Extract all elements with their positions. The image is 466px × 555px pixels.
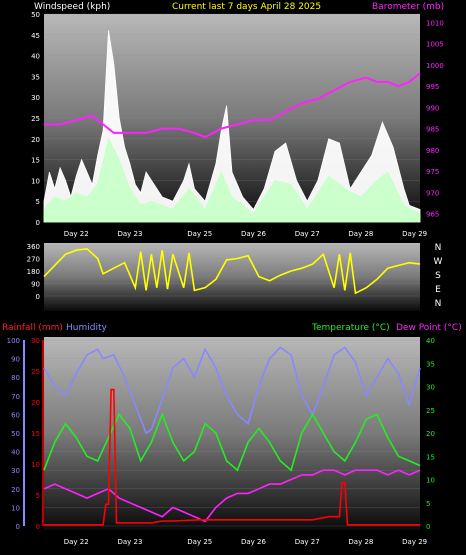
rain-tick-label: 0 bbox=[36, 523, 40, 531]
barometer-tick-label: 965 bbox=[426, 211, 439, 219]
day-tick-label: Day 29 bbox=[402, 230, 427, 238]
humidity-series bbox=[43, 346, 421, 435]
day-tick-label: Day 23 bbox=[117, 538, 142, 546]
barometer-axis-title: Barometer (mb) bbox=[372, 2, 444, 12]
temperature-tick-label: 40 bbox=[426, 337, 435, 345]
rain-tick-label: 5 bbox=[36, 492, 40, 500]
temperature-tick-label: 5 bbox=[426, 500, 430, 508]
day-tick-label: Day 26 bbox=[241, 538, 267, 546]
wind-tick-label: 10 bbox=[31, 177, 40, 185]
compass-label: N bbox=[435, 243, 442, 253]
temperature-tick-label: 10 bbox=[426, 477, 435, 485]
wind-tick-label: 40 bbox=[31, 53, 40, 61]
humidity-tick-label: 10 bbox=[11, 504, 20, 512]
dewpoint-axis-title: Dew Point (°C) bbox=[396, 323, 462, 333]
day-tick-label: Day 27 bbox=[295, 230, 320, 238]
barometer-tick-label: 980 bbox=[426, 147, 439, 155]
humidity-axis-title: Humidity bbox=[66, 323, 107, 333]
chart-title: Current last 7 days April 28 2025 bbox=[172, 2, 321, 12]
temperature-series bbox=[43, 412, 421, 472]
rain-tick-label: 20 bbox=[31, 399, 40, 407]
rain-tick-label: 25 bbox=[31, 368, 40, 376]
direction-tick-label: 270 bbox=[27, 256, 40, 264]
rain-tick-label: 15 bbox=[31, 430, 40, 438]
temperature-tick-label: 35 bbox=[426, 360, 435, 368]
temperature-tick-label: 0 bbox=[426, 523, 430, 531]
temperature-tick-label: 20 bbox=[426, 430, 435, 438]
day-tick-label: Day 25 bbox=[187, 230, 212, 238]
barometer-series bbox=[44, 72, 421, 139]
wind-tick-label: 20 bbox=[31, 136, 40, 144]
humidity-tick-label: 100 bbox=[7, 337, 20, 345]
barometer-tick-label: 1005 bbox=[426, 41, 444, 49]
rain-axis-title: Rainfall (mm) bbox=[2, 323, 63, 333]
compass-label: E bbox=[435, 285, 441, 295]
direction-panel-bg bbox=[44, 243, 420, 311]
wind-tick-label: 15 bbox=[31, 157, 40, 165]
direction-series bbox=[43, 247, 421, 295]
compass-label: N bbox=[435, 299, 442, 309]
humidity-tick-label: 30 bbox=[11, 467, 20, 475]
barometer-tick-label: 985 bbox=[426, 126, 439, 134]
day-tick-label: Day 28 bbox=[348, 230, 373, 238]
day-tick-label: Day 22 bbox=[64, 230, 89, 238]
temperature-tick-label: 15 bbox=[426, 453, 435, 461]
humidity-tick-label: 40 bbox=[11, 449, 20, 457]
day-tick-label: Day 22 bbox=[64, 538, 89, 546]
wind-tick-label: 50 bbox=[31, 11, 40, 19]
direction-tick-label: 180 bbox=[27, 268, 40, 276]
day-tick-label: Day 26 bbox=[241, 230, 267, 238]
temperature-tick-label: 30 bbox=[426, 384, 435, 392]
barometer-tick-label: 970 bbox=[426, 189, 439, 197]
wind-series bbox=[43, 30, 421, 223]
compass-label: S bbox=[435, 271, 441, 281]
wind-tick-label: 45 bbox=[31, 32, 40, 40]
direction-tick-label: 90 bbox=[31, 281, 40, 289]
rain-tick-label: 10 bbox=[31, 461, 40, 469]
gust-series bbox=[43, 137, 421, 223]
temp-panel-bg bbox=[44, 337, 420, 530]
barometer-tick-label: 990 bbox=[426, 104, 439, 112]
wind-tick-label: 35 bbox=[31, 73, 40, 81]
rain-tick-label: 30 bbox=[31, 337, 40, 345]
humidity-tick-label: 60 bbox=[11, 411, 20, 419]
barometer-tick-label: 995 bbox=[426, 83, 439, 91]
barometer-tick-label: 975 bbox=[426, 168, 439, 176]
temperature-tick-label: 25 bbox=[426, 407, 435, 415]
day-tick-label: Day 29 bbox=[402, 538, 427, 546]
day-tick-label: Day 27 bbox=[295, 538, 320, 546]
compass-label: W bbox=[434, 257, 443, 267]
wind-tick-label: 5 bbox=[36, 198, 40, 206]
humidity-tick-label: 0 bbox=[16, 523, 20, 531]
direction-tick-label: 360 bbox=[27, 243, 40, 251]
humidity-tick-label: 70 bbox=[11, 393, 20, 401]
wind-tick-label: 0 bbox=[36, 219, 40, 227]
humidity-tick-label: 90 bbox=[11, 356, 20, 364]
dewpoint-series bbox=[43, 469, 421, 523]
direction-tick-label: 0 bbox=[36, 293, 40, 301]
barometer-tick-label: 1010 bbox=[426, 19, 444, 27]
barometer-tick-label: 1000 bbox=[426, 62, 444, 70]
day-tick-label: Day 28 bbox=[348, 538, 373, 546]
wind-tick-label: 30 bbox=[31, 94, 40, 102]
humidity-tick-label: 50 bbox=[11, 430, 20, 438]
day-tick-label: Day 25 bbox=[187, 538, 212, 546]
wind-axis-title: Windspeed (kph) bbox=[34, 2, 110, 12]
humidity-tick-label: 20 bbox=[11, 486, 20, 494]
temperature-axis-title: Temperature (°C) bbox=[311, 323, 390, 333]
wind-tick-label: 25 bbox=[31, 115, 40, 123]
humidity-tick-label: 80 bbox=[11, 374, 20, 382]
day-tick-label: Day 23 bbox=[117, 230, 142, 238]
rain-series bbox=[44, 388, 420, 526]
